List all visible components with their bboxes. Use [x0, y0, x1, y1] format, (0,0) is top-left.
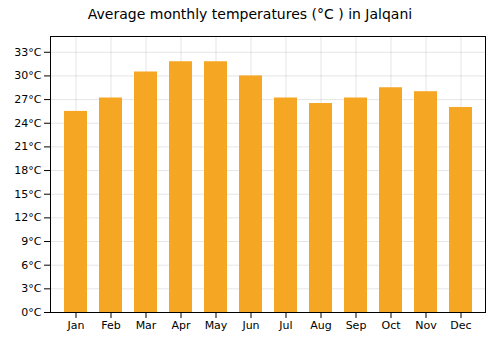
svg-text:18°C: 18°C: [14, 164, 41, 177]
svg-text:30°C: 30°C: [14, 69, 41, 82]
svg-text:3°C: 3°C: [21, 282, 41, 295]
html-text:Average monthly temperatures (: Average monthly temperatures (°C ) in Ja…: [87, 6, 413, 22]
svg-text:Dec: Dec: [450, 319, 471, 332]
svg-text:Oct: Oct: [381, 319, 401, 332]
svg-text:15°C: 15°C: [14, 188, 41, 201]
svg-text:9°C: 9°C: [21, 235, 41, 248]
svg-text:27°C: 27°C: [14, 93, 41, 106]
svg-text:Jan: Jan: [67, 319, 85, 332]
svg-text:Nov: Nov: [415, 319, 437, 332]
svg-text:Feb: Feb: [101, 319, 120, 332]
svg-text:33°C: 33°C: [14, 46, 41, 59]
svg-text:Jul: Jul: [278, 319, 292, 332]
svg-text:Jun: Jun: [241, 319, 259, 332]
svg-text:Aug: Aug: [310, 319, 331, 332]
svg-text:Apr: Apr: [171, 319, 191, 332]
svg-text:0°C: 0°C: [21, 306, 41, 319]
svg-text:24°C: 24°C: [14, 117, 41, 130]
svg-text:Mar: Mar: [136, 319, 157, 332]
svg-text:May: May: [205, 319, 228, 332]
svg-text:Sep: Sep: [346, 319, 367, 332]
svg-text:6°C: 6°C: [21, 259, 41, 272]
svg-text:21°C: 21°C: [14, 140, 41, 153]
svg-text:12°C: 12°C: [14, 211, 41, 224]
